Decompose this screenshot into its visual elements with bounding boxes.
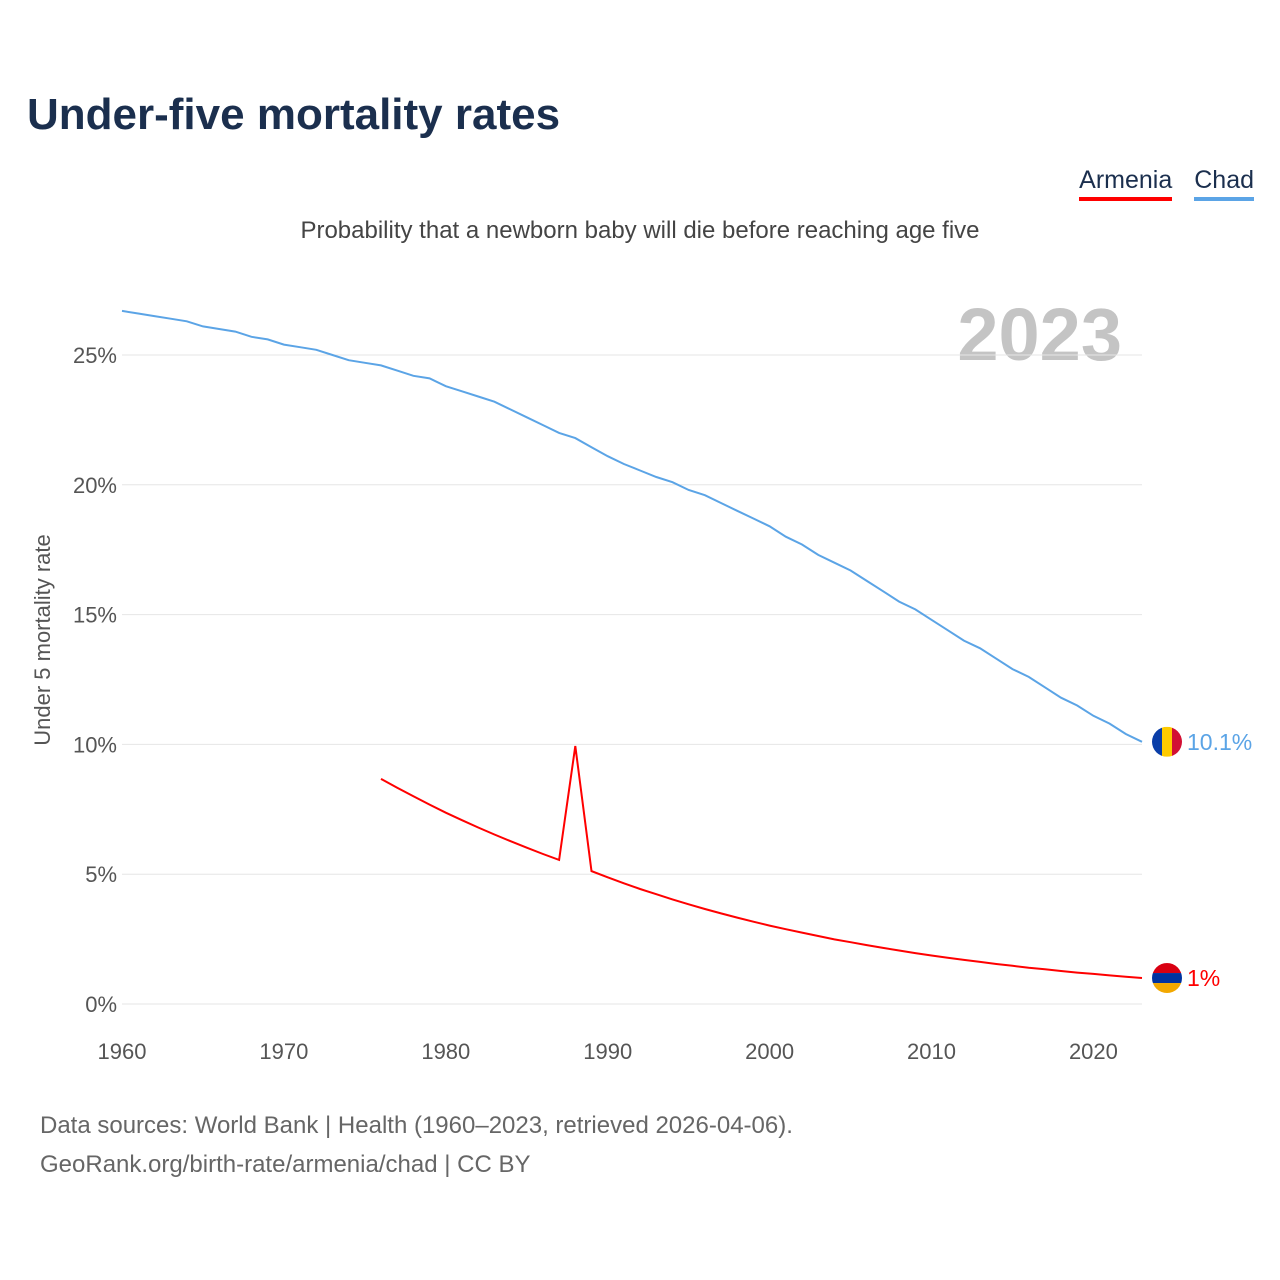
- end-value-label: 10.1%: [1187, 729, 1252, 755]
- legend: Armenia Chad: [1079, 166, 1254, 201]
- x-tick-label: 1970: [259, 1039, 308, 1064]
- end-value-label: 1%: [1187, 965, 1220, 991]
- chart-title: Under-five mortality rates: [27, 90, 561, 139]
- y-tick-label: 15%: [73, 603, 117, 628]
- armenia-flag-icon: [1152, 963, 1182, 994]
- chad-flag-icon: [1152, 726, 1182, 757]
- x-tick-label: 2020: [1069, 1039, 1118, 1064]
- chart-subtitle: Probability that a newborn baby will die…: [300, 217, 980, 244]
- x-tick-label: 1960: [98, 1039, 147, 1064]
- x-tick-label: 1980: [421, 1039, 470, 1064]
- y-tick-label: 5%: [85, 862, 117, 887]
- x-tick-label: 1990: [583, 1039, 632, 1064]
- y-axis-label: Under 5 mortality rate: [30, 534, 55, 746]
- x-tick-label: 2010: [907, 1039, 956, 1064]
- y-tick-label: 20%: [73, 473, 117, 498]
- series-line-armenia: [380, 745, 1143, 979]
- year-label: 2023: [957, 293, 1122, 376]
- footer: Data sources: World Bank | Health (1960–…: [40, 1106, 793, 1184]
- y-tick-label: 25%: [73, 343, 117, 368]
- series-line-chad: [121, 309, 1143, 743]
- footer-sources: Data sources: World Bank | Health (1960–…: [40, 1112, 793, 1139]
- footer-link[interactable]: GeoRank.org/birth-rate/armenia/chad | CC…: [40, 1151, 531, 1178]
- legend-item-armenia[interactable]: Armenia: [1079, 166, 1173, 201]
- y-tick-label: 10%: [73, 732, 117, 757]
- x-tick-label: 2000: [745, 1039, 794, 1064]
- y-tick-label: 0%: [85, 992, 117, 1017]
- legend-item-chad[interactable]: Chad: [1194, 166, 1254, 201]
